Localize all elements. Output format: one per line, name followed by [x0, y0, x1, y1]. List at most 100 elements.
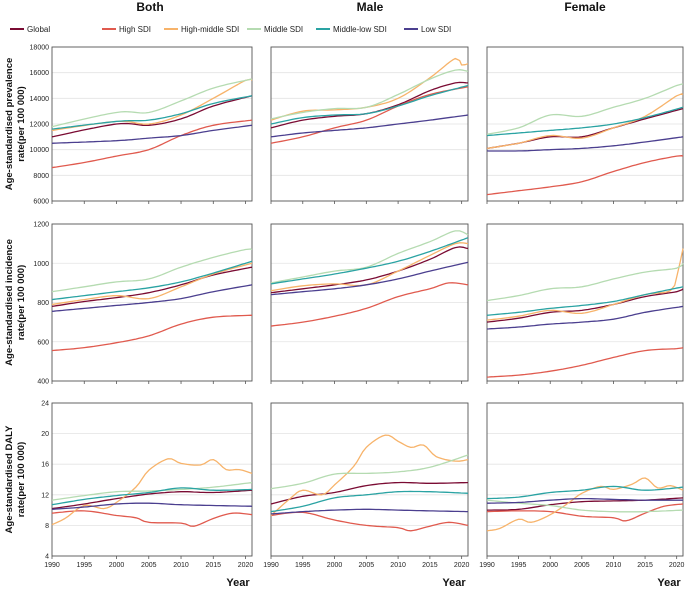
series-line-middle-low-sdi: [486, 485, 684, 500]
series-line-global: [51, 266, 253, 308]
x-tick-label: 2020: [669, 562, 685, 569]
x-tick-label: 2005: [574, 562, 590, 569]
series-line-high-sdi: [270, 86, 469, 144]
x-tick-label: 2015: [206, 562, 222, 569]
row-label-line2: rate(per 100 000): [16, 442, 27, 518]
x-tick-label: 1995: [295, 562, 311, 569]
panel-frame: [51, 402, 253, 557]
series-line-high-sdi: [487, 503, 684, 522]
panel-incidence-both: 400 600 800 1000 1200: [33, 222, 253, 386]
x-tick-label: 1990: [44, 562, 60, 569]
x-tick-label: 1990: [263, 562, 279, 569]
x-axis-title-0: Year: [226, 577, 250, 589]
y-tick-label: 20: [41, 431, 49, 438]
panel-prevalence-female: [486, 46, 684, 204]
legend-label-4: Middle-low SDI: [333, 25, 387, 34]
panel-frame: [270, 223, 469, 382]
panel-frame: [486, 402, 684, 557]
series-line-high-middle-sdi: [486, 93, 684, 150]
series-line-high-sdi: [270, 511, 469, 532]
y-tick-label: 1000: [33, 261, 49, 268]
panel-prevalence-both: 6000 8000 10000 12000 14000 16000 18000: [30, 45, 253, 206]
x-tick-label: 1990: [479, 562, 495, 569]
panel-frame: [486, 46, 684, 202]
legend-label-1: High SDI: [119, 25, 151, 34]
x-tick-label: 2015: [422, 562, 438, 569]
x-tick-label: 2010: [173, 562, 189, 569]
series-line-low-sdi: [486, 136, 684, 152]
y-tick-label: 600: [37, 339, 49, 346]
series-line-low-sdi: [270, 261, 469, 296]
series-line-middle-low-sdi: [51, 95, 253, 130]
panel-incidence-female: [486, 223, 684, 384]
series-line-middle-sdi: [486, 262, 684, 302]
x-tick-label: 1995: [511, 562, 527, 569]
row-label-line2: rate(per 100 000): [16, 265, 27, 341]
series-line-middle-sdi: [51, 481, 253, 501]
legend-label-0: Global: [27, 25, 50, 34]
series-line-middle-sdi: [270, 69, 469, 120]
y-tick-label: 8: [45, 523, 49, 530]
series-line-global: [51, 95, 253, 138]
y-tick-label: 800: [37, 300, 49, 307]
series-line-middle-sdi: [486, 499, 684, 513]
series-line-low-sdi: [487, 497, 683, 504]
panel-DALY-female: 1990 1995 2000 2005 2010 2015 2020: [479, 402, 685, 569]
y-tick-label: 16000: [30, 70, 50, 77]
y-tick-label: 16: [41, 462, 49, 469]
panel-frame: [51, 46, 253, 202]
row-label-line1: Age-standardised prevalence: [4, 58, 15, 191]
y-tick-label: 8000: [33, 173, 49, 180]
series-line-high-middle-sdi: [270, 57, 469, 121]
series-line-high-middle-sdi: [51, 78, 253, 132]
series-line-global: [51, 489, 253, 510]
x-tick-label: 2000: [109, 562, 125, 569]
x-axis-title-2: Year: [657, 577, 681, 589]
panel-DALY-both: 4 8 12 16 20 24 1990 1995 2000 2005 2010 2015 2020: [41, 401, 253, 570]
x-axis-titles: Year Year Year: [226, 577, 681, 589]
x-tick-label: 2010: [390, 562, 406, 569]
series-line-low-sdi: [51, 124, 253, 144]
column-title-both: Both: [136, 0, 163, 14]
series-line-middle-low-sdi: [270, 84, 469, 125]
series-line-middle-sdi: [270, 230, 469, 284]
row-label-1: Age-standardised incidence rate(per 100 0…: [4, 239, 27, 366]
x-tick-label: 2010: [606, 562, 622, 569]
series-line-middle-low-sdi: [270, 237, 469, 285]
panel-frame: [51, 223, 253, 382]
panel-prevalence-male: [270, 46, 469, 204]
series-line-middle-low-sdi: [486, 106, 684, 137]
y-tick-label: 4: [45, 554, 49, 561]
series-line-middle-sdi: [51, 78, 253, 128]
series-line-global: [486, 288, 684, 323]
series-line-global: [270, 246, 469, 294]
y-tick-label: 6000: [33, 199, 49, 206]
series-line-middle-low-sdi: [51, 260, 253, 301]
series-line-high-middle-sdi: [51, 262, 253, 306]
x-tick-label: 2020: [238, 562, 254, 569]
panel-incidence-male: [270, 223, 469, 384]
y-tick-label: 18000: [30, 45, 50, 52]
series-line-middle-sdi: [51, 248, 253, 293]
y-tick-label: 10000: [30, 147, 50, 154]
series-line-low-sdi: [51, 284, 253, 312]
row-label-0: Age-standardised prevalence rate(per 100 …: [4, 58, 27, 191]
x-tick-label: 2015: [637, 562, 653, 569]
column-title-female: Female: [564, 0, 606, 14]
x-tick-label: 1995: [76, 562, 92, 569]
row-label-line2: rate(per 100 000): [16, 86, 27, 162]
series-line-low-sdi: [51, 502, 253, 510]
x-tick-label: 2000: [542, 562, 558, 569]
x-tick-label: 2005: [359, 562, 375, 569]
series-line-high-middle-sdi: [486, 477, 684, 532]
y-tick-label: 12: [41, 492, 49, 499]
legend-label-2: High-middle SDI: [181, 25, 239, 34]
series-line-middle-low-sdi: [270, 490, 469, 513]
row-label-2: Age-standardised DALY rate(per 100 000): [4, 425, 27, 534]
column-title-male: Male: [357, 0, 384, 14]
series-line-global: [270, 81, 469, 129]
panel-frame: [486, 223, 684, 382]
legend: Global High SDI High-middle SDI Middle SDI M…: [10, 25, 451, 34]
series-line-high-middle-sdi: [270, 434, 469, 516]
